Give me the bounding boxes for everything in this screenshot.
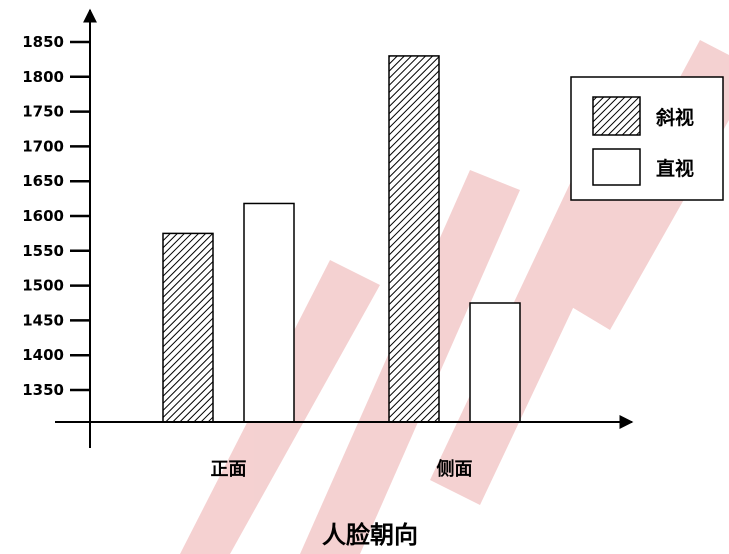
y-tick-label: 1500 bbox=[22, 277, 64, 295]
bar-series-2-front bbox=[243, 202, 295, 423]
y-tick-label: 1450 bbox=[22, 311, 64, 329]
category-label: 侧面 bbox=[437, 459, 473, 480]
legend-label-series-2: 直视 bbox=[656, 157, 694, 180]
y-tick-label: 1850 bbox=[22, 33, 64, 51]
x-axis-label: 人脸朝向 bbox=[322, 521, 418, 549]
bar-series-1-front bbox=[162, 232, 214, 423]
y-tick-label: 1750 bbox=[22, 103, 64, 121]
y-tick-label: 1650 bbox=[22, 172, 64, 190]
category-label: 正面 bbox=[211, 459, 247, 480]
y-tick-label: 1550 bbox=[22, 242, 64, 260]
bar-series-2-side bbox=[469, 302, 521, 423]
legend: 斜视 直视 bbox=[570, 76, 724, 201]
category-labels-group: 正面 侧面 bbox=[211, 459, 473, 480]
legend-label-series-1: 斜视 bbox=[655, 106, 694, 129]
legend-swatch-hatch bbox=[592, 96, 641, 136]
bar-series-1-side bbox=[388, 55, 440, 423]
y-tick-label: 1700 bbox=[22, 137, 64, 155]
y-ticks-group: 1350 1400 1450 1500 1550 1600 1650 1700 1750 1800… bbox=[22, 33, 90, 399]
y-tick-label: 1400 bbox=[22, 346, 64, 364]
y-tick-label: 1350 bbox=[22, 381, 64, 399]
y-tick-label: 1800 bbox=[22, 68, 64, 86]
y-tick-label: 1600 bbox=[22, 207, 64, 225]
legend-swatch-white bbox=[592, 148, 641, 186]
